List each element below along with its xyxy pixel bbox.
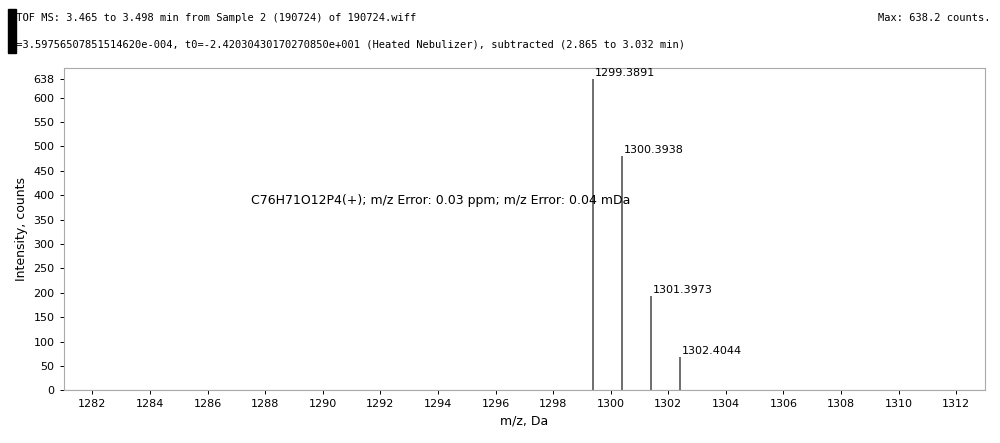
Text: 1302.4044: 1302.4044 xyxy=(681,346,742,356)
Y-axis label: Intensity, counts: Intensity, counts xyxy=(15,178,28,281)
Text: 1299.3891: 1299.3891 xyxy=(595,68,655,78)
Text: C76H71O12P4(+); m/z Error: 0.03 ppm; m/z Error: 0.04 mDa: C76H71O12P4(+); m/z Error: 0.03 ppm; m/z… xyxy=(251,194,630,207)
Text: 1300.3938: 1300.3938 xyxy=(624,145,683,155)
Text: 1301.3973: 1301.3973 xyxy=(652,285,712,295)
Text: a=3.59756507851514620e-004, t0=-2.42030430170270850e+001 (Heated Nebulizer), sub: a=3.59756507851514620e-004, t0=-2.420304… xyxy=(10,40,685,50)
Text: +TOF MS: 3.465 to 3.498 min from Sample 2 (190724) of 190724.wiff: +TOF MS: 3.465 to 3.498 min from Sample … xyxy=(10,13,416,23)
Text: Max: 638.2 counts.: Max: 638.2 counts. xyxy=(878,13,990,23)
X-axis label: m/z, Da: m/z, Da xyxy=(500,415,548,428)
